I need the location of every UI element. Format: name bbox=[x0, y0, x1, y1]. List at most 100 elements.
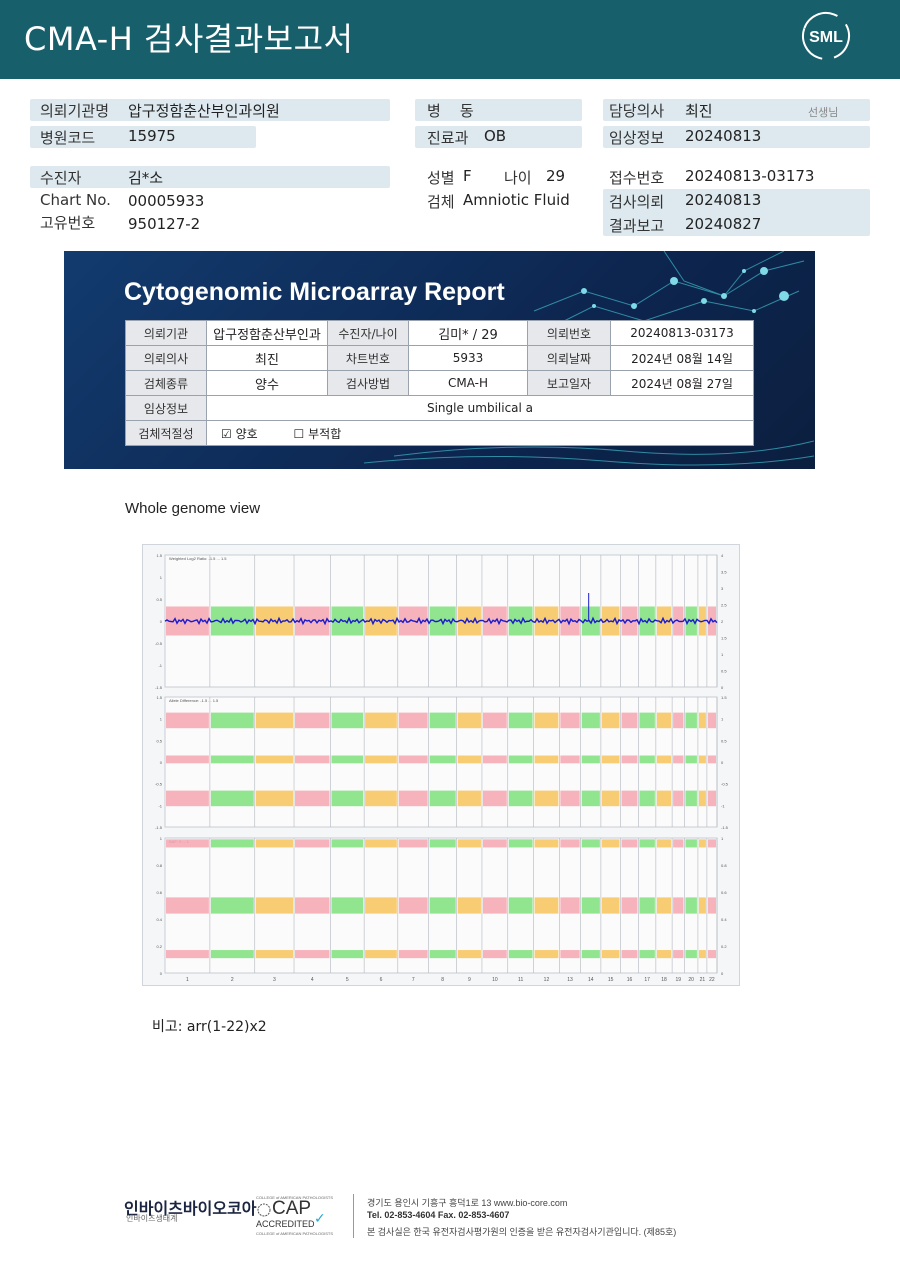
table-header-cell: 의뢰기관 bbox=[125, 320, 207, 346]
data-band bbox=[508, 839, 533, 848]
data-band bbox=[698, 755, 706, 764]
data-band bbox=[457, 790, 481, 807]
data-band bbox=[639, 755, 655, 764]
data-band bbox=[581, 790, 600, 807]
table-cell: Single umbilical a bbox=[206, 395, 754, 421]
right-tick-label: 1.5 bbox=[721, 636, 727, 641]
data-band bbox=[639, 950, 655, 959]
data-band bbox=[560, 839, 580, 848]
right-tick-label: 1 bbox=[721, 836, 724, 841]
right-tick-label: 3 bbox=[721, 586, 724, 591]
report-title: Cytogenomic Microarray Report bbox=[124, 278, 505, 306]
y-tick-label: 0 bbox=[160, 971, 163, 976]
checkbox-checked-icon: ☑ bbox=[221, 426, 232, 441]
table-cell: CMA-H bbox=[408, 370, 528, 396]
adequate-label: 양호 bbox=[235, 426, 258, 441]
genome-view-title: Whole genome view bbox=[125, 500, 261, 517]
data-band bbox=[365, 839, 397, 848]
data-band bbox=[656, 897, 672, 914]
data-band bbox=[365, 712, 397, 729]
value-unique-no: 950127-2 bbox=[128, 215, 201, 233]
chromosome-label: 11 bbox=[518, 977, 523, 983]
data-band bbox=[210, 839, 254, 848]
y-tick-label: 1.5 bbox=[156, 695, 162, 700]
table-cell: 압구정함춘산부인과 bbox=[206, 320, 328, 346]
data-band bbox=[581, 839, 600, 848]
data-band bbox=[656, 839, 672, 848]
data-band bbox=[685, 712, 697, 729]
right-tick-label: 1 bbox=[721, 652, 724, 657]
data-band bbox=[508, 790, 533, 807]
y-tick-label: 1.5 bbox=[156, 553, 162, 558]
y-tick-label: 0.5 bbox=[156, 597, 162, 602]
label-department: 진료과 bbox=[427, 129, 469, 147]
table-cell: 5933 bbox=[408, 345, 528, 371]
data-band bbox=[331, 712, 364, 729]
data-band bbox=[685, 950, 697, 959]
data-band bbox=[639, 839, 655, 848]
logo-text: SML bbox=[809, 29, 843, 46]
table-row: 의뢰의사 최진 차트번호 5933 의뢰날짜 2024년 08월 14일 bbox=[125, 345, 754, 371]
right-tick-label: 1.5 bbox=[721, 695, 727, 700]
data-band bbox=[365, 755, 397, 764]
data-band bbox=[210, 712, 254, 729]
ratio-line bbox=[164, 616, 718, 626]
data-band bbox=[457, 950, 481, 959]
data-band bbox=[698, 839, 706, 848]
value-doctor: 최진 bbox=[685, 102, 713, 120]
header-bar bbox=[0, 0, 900, 79]
data-band bbox=[601, 897, 620, 914]
table-row: 의뢰기관 압구정함춘산부인과 수진자/나이 김미* / 29 의뢰번호 2024… bbox=[125, 320, 754, 346]
data-band bbox=[398, 897, 428, 914]
table-header-cell: 보고일자 bbox=[527, 370, 611, 396]
data-band bbox=[331, 897, 364, 914]
data-band bbox=[621, 839, 638, 848]
table-header-cell: 검체적절성 bbox=[125, 420, 207, 446]
data-band bbox=[331, 755, 364, 764]
data-band bbox=[685, 897, 697, 914]
adequacy-cell: ☑ 양호 ☐ 부적합 bbox=[206, 420, 754, 446]
data-band bbox=[685, 755, 697, 764]
value-result-report: 20240827 bbox=[685, 215, 762, 233]
value-specimen: Amniotic Fluid bbox=[463, 191, 570, 209]
data-band bbox=[601, 712, 620, 729]
chromosome-label: 9 bbox=[468, 977, 471, 983]
data-band bbox=[508, 712, 533, 729]
chromosome-label: 20 bbox=[688, 977, 694, 983]
data-band bbox=[581, 712, 600, 729]
cap-bottom-text: COLLEGE of AMERICAN PATHOLOGISTS bbox=[256, 1231, 333, 1236]
value-patient: 김*소 bbox=[128, 169, 164, 187]
data-band bbox=[210, 790, 254, 807]
data-band bbox=[534, 755, 559, 764]
data-band bbox=[685, 839, 697, 848]
value-test-request: 20240813 bbox=[685, 191, 762, 209]
value-hospital-code: 15975 bbox=[128, 127, 176, 145]
value-institution: 압구정함춘산부인과의원 bbox=[128, 102, 280, 120]
chromosome-label: 14 bbox=[588, 977, 594, 983]
label-result-report: 결과보고 bbox=[609, 217, 665, 235]
table-row: 검체적절성 ☑ 양호 ☐ 부적합 bbox=[125, 420, 754, 446]
data-band bbox=[398, 790, 428, 807]
cap-seal-icon bbox=[257, 1203, 271, 1217]
data-band bbox=[166, 712, 209, 729]
chromosome-label: 22 bbox=[709, 977, 715, 983]
chromosome-label: 2 bbox=[231, 977, 234, 983]
genome-plot-svg: Weighted Log2 Ratio: -1.5 ... 1.5 1.5 1 0.5… bbox=[155, 553, 729, 983]
data-band bbox=[457, 755, 481, 764]
data-band bbox=[398, 712, 428, 729]
row-band bbox=[603, 99, 870, 121]
label-clinical-info: 임상정보 bbox=[609, 129, 665, 147]
table-cell: 20240813-03173 bbox=[610, 320, 754, 346]
data-band bbox=[166, 755, 209, 764]
data-band bbox=[698, 897, 706, 914]
data-band bbox=[673, 897, 684, 914]
data-band bbox=[534, 712, 559, 729]
right-tick-label: 2 bbox=[721, 619, 724, 624]
table-header-cell: 검체종류 bbox=[125, 370, 207, 396]
footer-tel: Tel. 02-853-4604 Fax. 02-853-4607 bbox=[367, 1210, 510, 1220]
data-band bbox=[673, 839, 684, 848]
data-band bbox=[534, 839, 559, 848]
data-band bbox=[560, 790, 580, 807]
data-band bbox=[621, 950, 638, 959]
data-band bbox=[621, 712, 638, 729]
